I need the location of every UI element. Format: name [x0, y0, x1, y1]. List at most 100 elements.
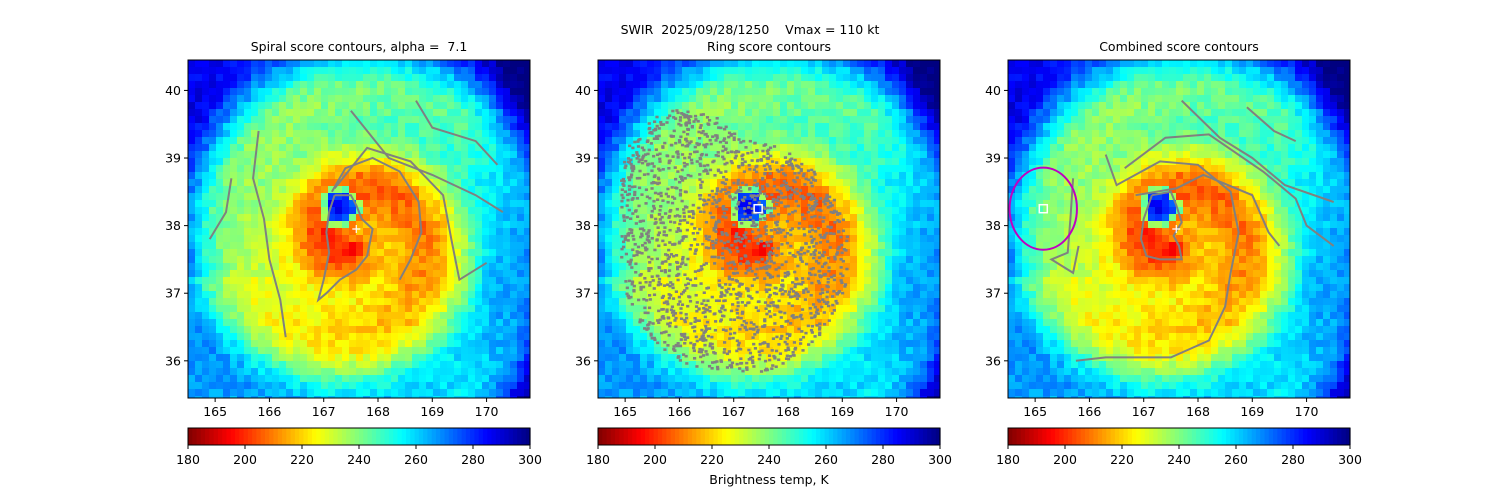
colorbar-segment: [1281, 428, 1287, 445]
colorbar-tick-label: 200: [643, 452, 667, 467]
colorbar-segment: [845, 428, 851, 445]
colorbar-segment: [905, 428, 911, 445]
colorbar-tick-label: 260: [1224, 452, 1248, 467]
colorbar-segment: [786, 428, 791, 445]
colorbar-segment: [747, 428, 753, 445]
panel-3: 165 166 167 168 169 170 36 37 38 39 40: [985, 59, 1351, 419]
colorbar-segment: [1166, 428, 1172, 445]
colorbar-segment: [1226, 428, 1231, 445]
colorbar-segment: [1332, 428, 1338, 445]
contour-line: [208, 178, 233, 240]
colorbar-segment: [1345, 428, 1351, 445]
colorbar-segment: [461, 428, 467, 445]
y-tick-label: 37: [165, 286, 181, 301]
colorbar-segment: [871, 428, 877, 445]
colorbar-segment: [329, 428, 334, 445]
contour-line: [252, 130, 287, 338]
colorbar-segment: [277, 428, 283, 445]
contour-line: [316, 194, 374, 303]
colorbar-segment: [354, 428, 360, 445]
colorbar-segment: [627, 428, 633, 445]
y-tick-label: 39: [575, 151, 591, 166]
contour-line: [1124, 133, 1335, 247]
colorbar-segment: [521, 428, 527, 445]
colorbar-segment: [470, 428, 476, 445]
y-tick-label: 38: [985, 218, 1001, 233]
colorbar-segment: [679, 428, 685, 445]
center-plus-marker: [1172, 225, 1181, 233]
panel-1-image: [188, 60, 530, 398]
colorbar-segment: [474, 428, 480, 445]
colorbar-segment: [700, 428, 706, 445]
colorbar-segment: [1217, 428, 1223, 445]
colorbar-segment: [1260, 428, 1266, 445]
colorbar-segment: [371, 428, 377, 445]
colorbar-segment: [769, 428, 774, 445]
colorbar-segment: [1290, 428, 1296, 445]
colorbar-segment: [910, 428, 915, 445]
circle-marker: [1008, 166, 1078, 251]
colorbar-segment: [1170, 428, 1176, 445]
colorbar-segment: [414, 428, 420, 445]
colorbar-segment: [1063, 428, 1069, 445]
colorbar-segment: [525, 428, 531, 445]
x-tick-label: 168: [1186, 404, 1210, 419]
colorbar-segment: [790, 428, 796, 445]
colorbar-segment: [935, 428, 941, 445]
colorbar-segment: [1221, 428, 1227, 445]
x-tick-label: 167: [312, 404, 336, 419]
colorbar-tick-label: 300: [1338, 452, 1362, 467]
colorbar-tick-label: 280: [1281, 452, 1305, 467]
ring-score-region: [620, 109, 850, 373]
colorbar-segment: [841, 428, 847, 445]
colorbar-segment: [794, 428, 800, 445]
colorbar-segment: [1055, 428, 1060, 445]
x-tick-label: 169: [830, 404, 854, 419]
colorbar-segment: [730, 428, 736, 445]
contour-line: [350, 110, 504, 213]
colorbar-segment: [1264, 428, 1270, 445]
x-tick-label: 170: [1295, 404, 1319, 419]
colorbar-segment: [517, 428, 523, 445]
colorbar-segment: [226, 428, 232, 445]
colorbar-segment: [666, 428, 672, 445]
colorbar-segment: [508, 428, 514, 445]
colorbar-label: Brightness temp, K: [709, 472, 829, 487]
colorbar-segment: [610, 428, 616, 445]
colorbar-segment: [1149, 428, 1154, 445]
colorbar-segment: [726, 428, 732, 445]
colorbar-segment: [1119, 428, 1125, 445]
colorbar-tick-label: 220: [290, 452, 314, 467]
colorbar-segment: [1161, 428, 1167, 445]
y-tick-label: 38: [165, 218, 181, 233]
colorbar-segment: [743, 428, 749, 445]
colorbar-segment: [1097, 428, 1103, 445]
colorbar-segment: [662, 428, 667, 445]
colorbar-segment: [760, 428, 766, 445]
colorbar-tick-label: 220: [1110, 452, 1134, 467]
colorbar-segment: [1033, 428, 1039, 445]
colorbar-segment: [807, 428, 813, 445]
colorbar-segment: [1106, 428, 1112, 445]
panel-3-contours: [1049, 99, 1335, 362]
colorbar-tick-label: 180: [996, 452, 1020, 467]
contour-line: [1181, 99, 1335, 203]
colorbar-segment: [1187, 428, 1193, 445]
colorbar-segment: [850, 428, 856, 445]
colorbar-segment: [1131, 428, 1137, 445]
colorbar-segment: [303, 428, 309, 445]
colorbar-tick-label: 220: [700, 452, 724, 467]
colorbar-segment: [1243, 428, 1248, 445]
colorbar-segment: [333, 428, 339, 445]
contour-line: [1049, 178, 1080, 275]
colorbar-segment: [1208, 428, 1214, 445]
colorbar-segment: [235, 428, 240, 445]
colorbar-segment: [649, 428, 655, 445]
colorbar-segment: [1136, 428, 1142, 445]
colorbar-segment: [1302, 428, 1308, 445]
colorbar-segment: [619, 428, 625, 445]
colorbar-segment: [444, 428, 450, 445]
colorbar-segment: [1123, 428, 1129, 445]
colorbar-segment: [376, 428, 381, 445]
colorbar-segment: [1320, 428, 1325, 445]
